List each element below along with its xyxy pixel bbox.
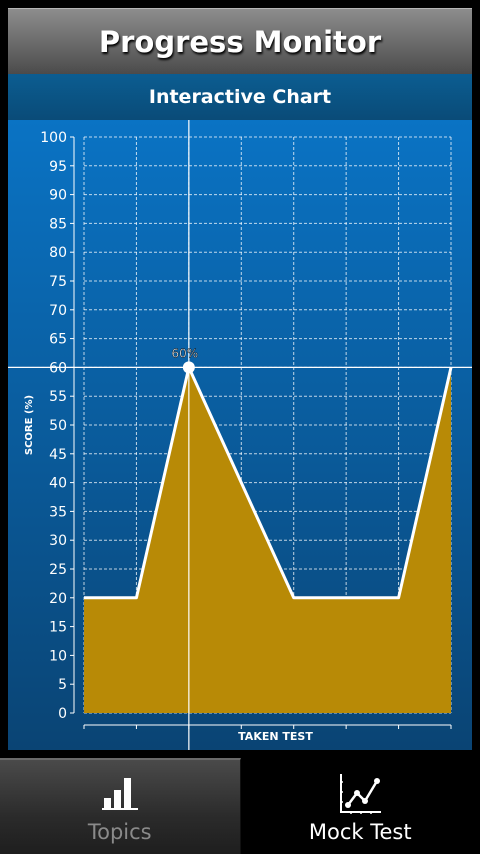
chart-header-title: Interactive Chart (148, 86, 332, 108)
x-axis-label: TAKEN TEST (238, 730, 313, 743)
bar-chart-icon (101, 778, 138, 810)
y-tick-label: 85 (49, 216, 67, 232)
series-line (84, 365, 453, 600)
y-tick-label: 40 (49, 476, 67, 492)
y-tick-label: 45 (49, 447, 67, 463)
y-tick-label: 65 (49, 332, 67, 348)
y-tick-label: 70 (49, 303, 67, 319)
app-title: Progress Monitor (98, 25, 382, 59)
selected-point-marker (182, 361, 195, 374)
y-tick-label: 30 (49, 533, 67, 549)
y-tick-label: 0 (58, 706, 67, 722)
tab-topics-label: Topics (87, 820, 152, 844)
interactive-chart[interactable]: 0 5 10 15 20 25 30 35 40 45 50 55 60 65 70 75 80 85 90 95 10… (8, 120, 472, 750)
y-tick-label: 50 (49, 418, 67, 434)
tab-topics[interactable]: Topics (0, 758, 241, 854)
y-tick-label: 35 (49, 504, 67, 520)
y-tick-label: 10 (49, 648, 67, 664)
y-tick-label: 15 (49, 620, 67, 636)
selected-point-label: 60% (172, 346, 199, 360)
y-tick-label: 5 (58, 677, 67, 693)
y-tick-label: 95 (49, 159, 67, 175)
y-tick-label: 90 (49, 188, 67, 204)
y-tick-label: 100 (40, 130, 67, 146)
y-tick-label: 60 (49, 360, 67, 376)
app-title-bar: Progress Monitor (8, 8, 472, 75)
y-tick-label: 80 (49, 245, 67, 261)
chart-header: Interactive Chart (8, 74, 472, 121)
bottom-tab-bar: Topics Mock Test (0, 758, 480, 854)
line-chart-icon (340, 774, 382, 814)
y-axis-label: SCORE (%) (24, 395, 35, 455)
y-tick-label: 25 (49, 562, 67, 578)
tab-mock-test[interactable]: Mock Test (240, 758, 480, 854)
y-tick-label: 75 (49, 274, 67, 290)
tab-mock-test-label: Mock Test (308, 820, 412, 844)
y-tick-label: 55 (49, 389, 67, 405)
y-tick-label: 20 (49, 591, 67, 607)
score-chart[interactable]: 0 5 10 15 20 25 30 35 40 45 50 55 60 65 70 75 80 85 90 95 10… (8, 120, 472, 750)
